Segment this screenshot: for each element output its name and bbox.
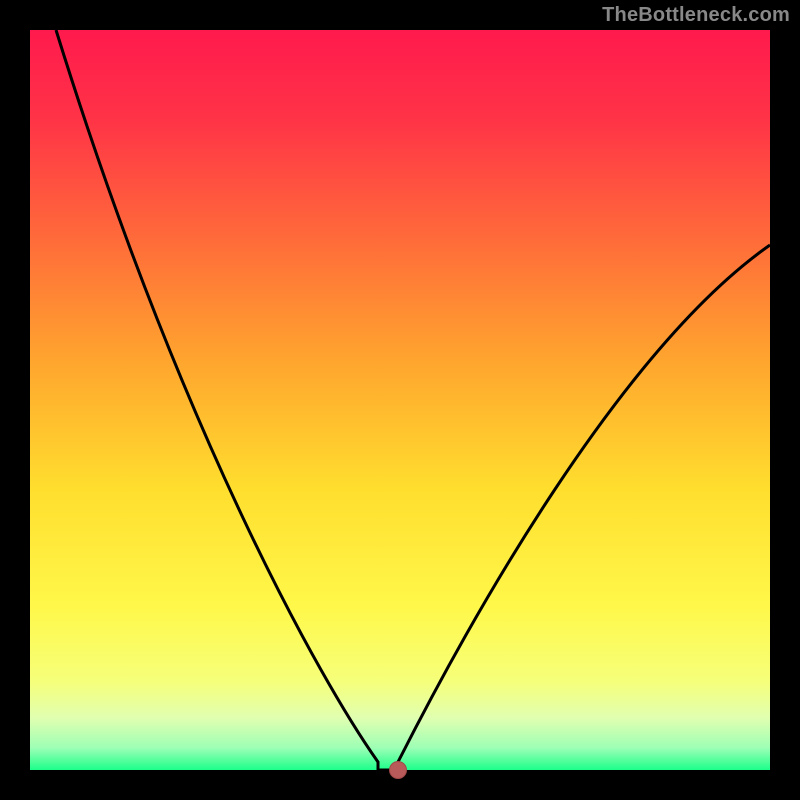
plot-area <box>30 30 770 770</box>
chart-container: TheBottleneck.com <box>0 0 800 800</box>
minimum-marker <box>390 762 407 779</box>
watermark-text: TheBottleneck.com <box>602 4 790 27</box>
chart-svg <box>0 0 800 800</box>
